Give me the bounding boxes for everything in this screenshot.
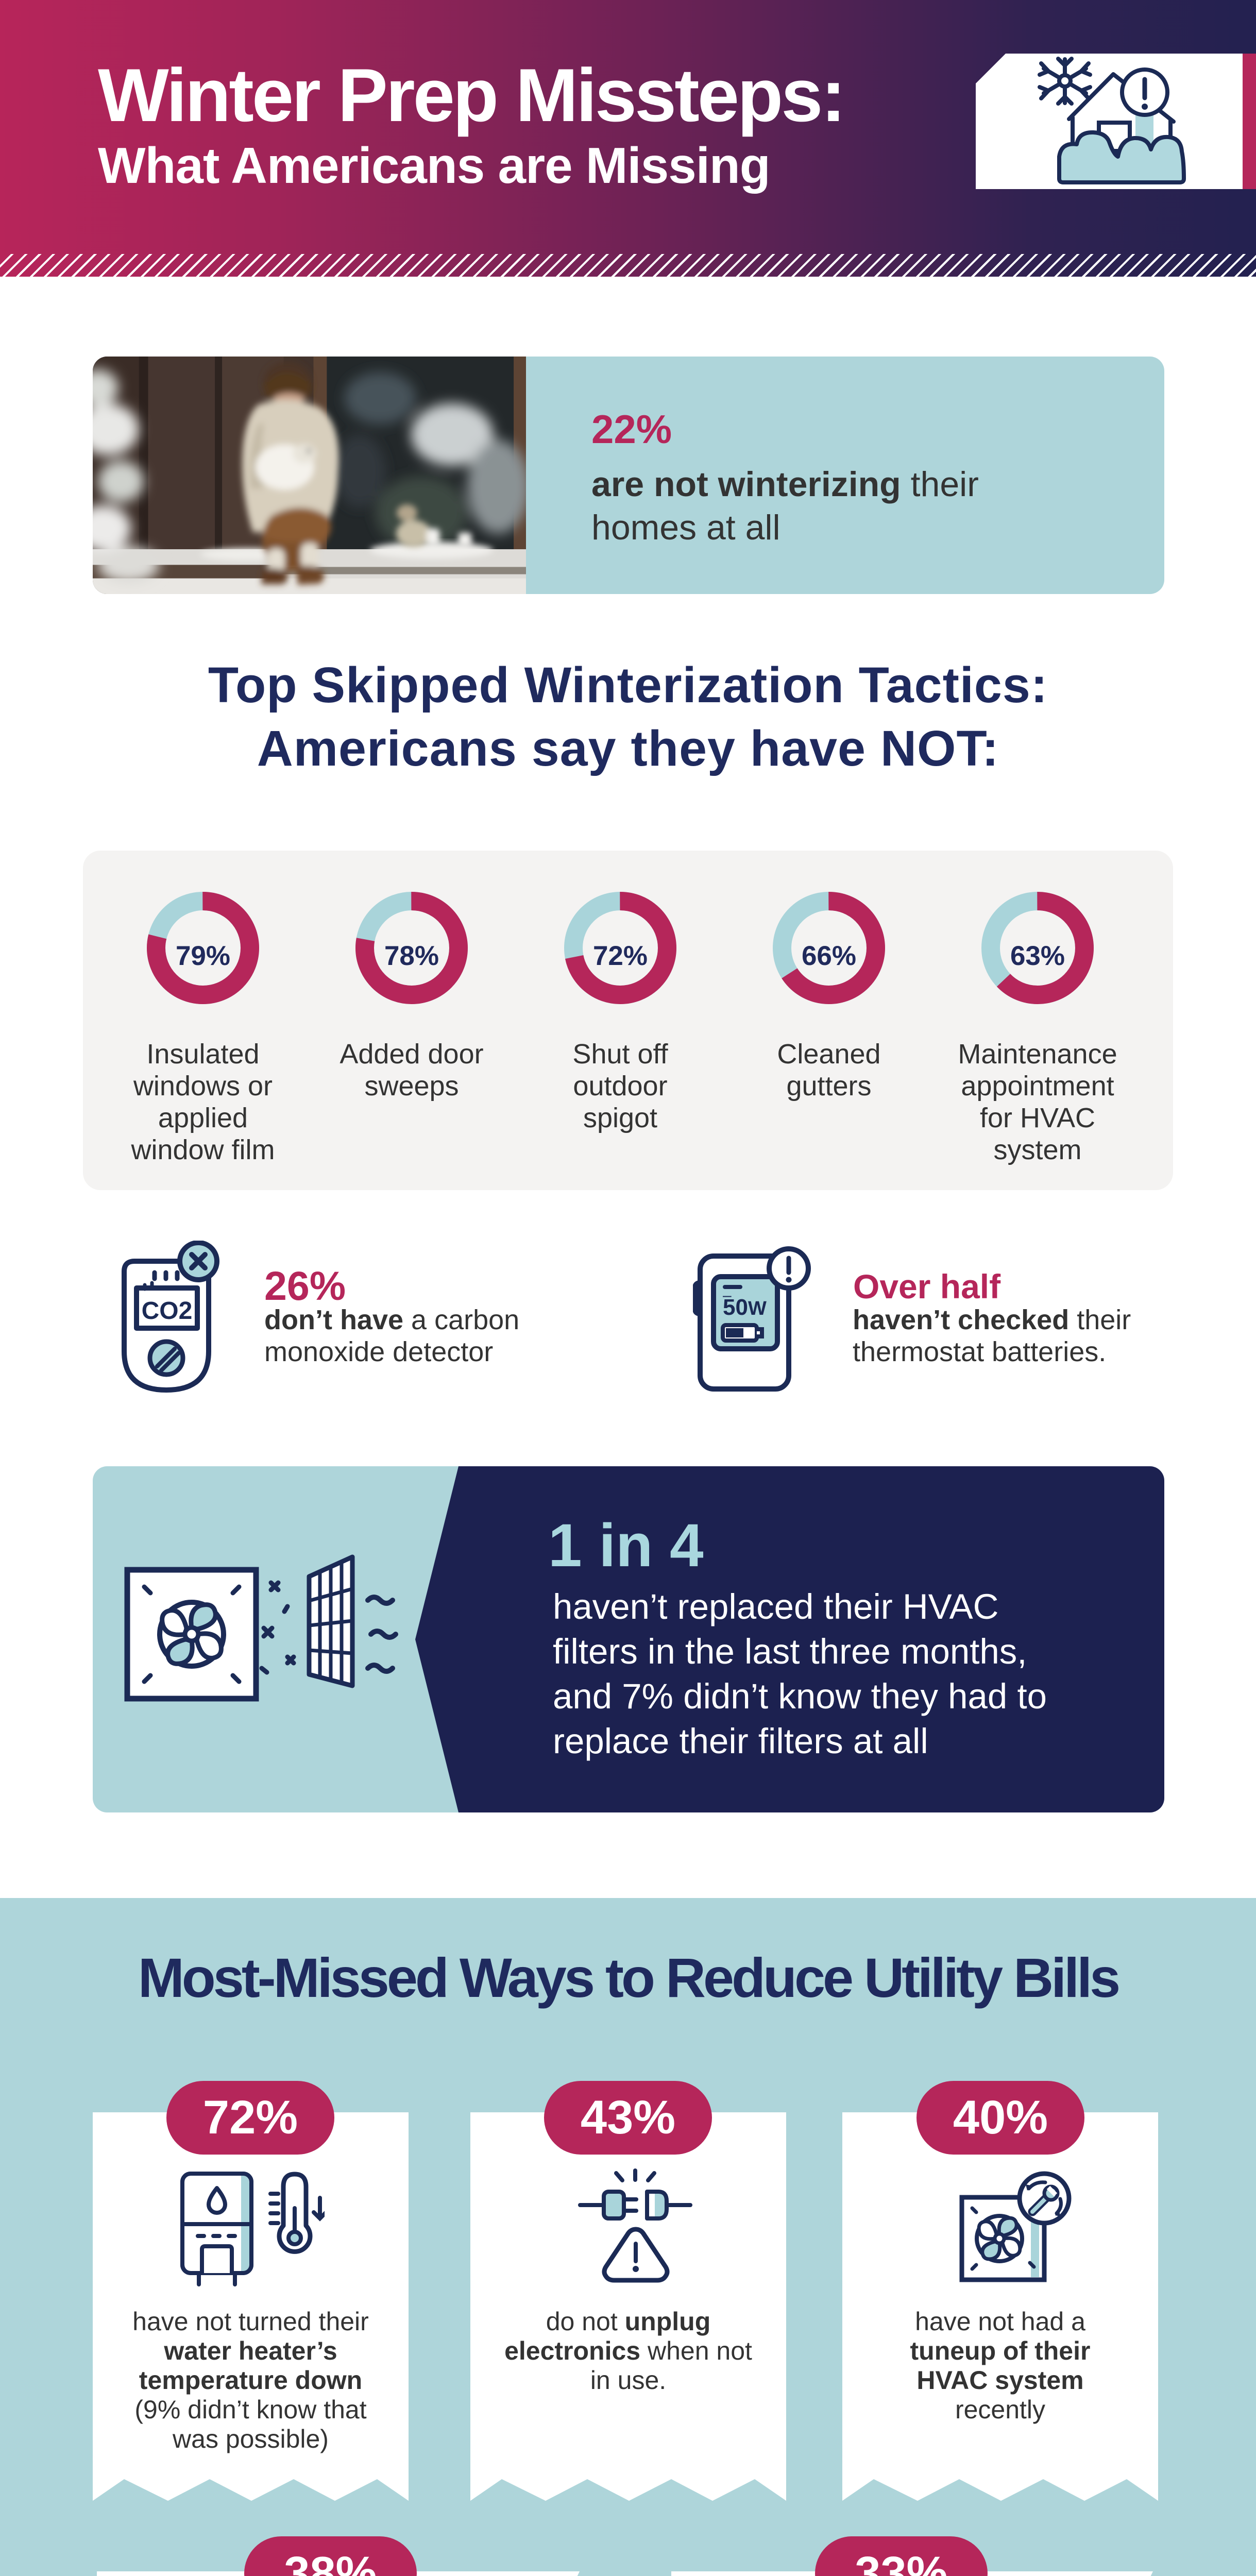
svg-text:Maintenance: Maintenance xyxy=(958,1039,1117,1070)
svg-text:Cleaned: Cleaned xyxy=(777,1039,880,1070)
svg-text:63%: 63% xyxy=(1010,941,1065,971)
svg-text:Shut off: Shut off xyxy=(572,1039,668,1070)
svg-text:windows or: windows or xyxy=(133,1071,273,1101)
svg-text:Insulated: Insulated xyxy=(146,1039,259,1070)
svg-text:appointment: appointment xyxy=(961,1071,1114,1101)
svg-text:for HVAC: for HVAC xyxy=(980,1103,1095,1133)
svg-text:79%: 79% xyxy=(176,941,230,971)
svg-text:66%: 66% xyxy=(802,941,856,971)
svg-text:applied: applied xyxy=(158,1103,248,1133)
svg-text:gutters: gutters xyxy=(786,1071,871,1101)
svg-text:system: system xyxy=(993,1134,1081,1165)
svg-text:72%: 72% xyxy=(593,941,648,971)
svg-text:sweeps: sweeps xyxy=(364,1071,459,1101)
svg-text:CO2: CO2 xyxy=(142,1297,193,1325)
svg-text:Added door: Added door xyxy=(340,1039,483,1070)
svg-text:outdoor: outdoor xyxy=(573,1071,667,1101)
svg-text:window film: window film xyxy=(130,1134,275,1165)
svg-text:–: – xyxy=(723,1287,732,1304)
svg-text:spigot: spigot xyxy=(583,1103,657,1133)
svg-text:50W: 50W xyxy=(723,1295,767,1320)
svg-text:78%: 78% xyxy=(384,941,439,971)
